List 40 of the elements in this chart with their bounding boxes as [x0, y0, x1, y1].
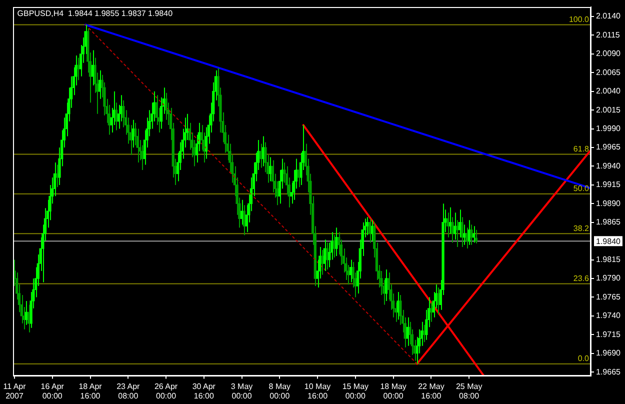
annotation: 50.0 [573, 184, 590, 194]
y-tick-label: 1.9715 [596, 330, 622, 339]
y-tick-label: 2.0040 [596, 86, 622, 96]
y-tick-label: 1.9990 [596, 124, 622, 134]
ref-line-label: 1.9840 [596, 236, 622, 246]
y-tick-label: 2.0065 [596, 68, 622, 77]
x-tick-label: 15 May 00:00 [342, 382, 369, 400]
x-tick-label: 8 May 00:00 [268, 382, 291, 400]
y-tick-label: 1.9765 [596, 292, 622, 302]
y-tick-label: 1.9915 [596, 180, 622, 190]
y-tick-label: 1.9790 [596, 274, 622, 283]
x-tick-label: 18 May 00:00 [380, 382, 406, 400]
x-tick-label: 10 May 16:00 [304, 382, 331, 400]
y-tick-label: 1.9690 [596, 348, 622, 358]
x-tick-label: 30 Apr 16:00 [192, 382, 216, 400]
y-tick-label: 1.9890 [596, 198, 622, 208]
y-tick-label: 2.0015 [596, 105, 622, 114]
y-tick-label: 1.9740 [596, 311, 622, 320]
y-tick-label: 1.9865 [596, 218, 622, 227]
x-tick-label: 11 Apr 2007 [3, 382, 26, 400]
x-tick-label: 18 Apr 16:00 [78, 382, 102, 400]
annotation: 23.6 [573, 274, 590, 283]
y-tick-label: 1.9940 [596, 161, 622, 170]
y-tick-label: 2.0090 [596, 49, 622, 58]
y-tick-label: 1.9815 [596, 254, 622, 264]
x-tick-label: 26 Apr 00:00 [154, 382, 178, 400]
chart-title: GBPUSD,H4 1.9844 1.9855 1.9837 1.9840 [17, 9, 174, 18]
x-tick-label: 25 May 08:00 [456, 382, 482, 400]
x-tick-label: 22 May 16:00 [418, 382, 444, 400]
y-tick-label: 2.0115 [596, 30, 620, 40]
y-tick-label: 1.9965 [596, 142, 622, 152]
annotation: 0.0 [578, 354, 590, 364]
x-tick-label: 3 May 00:00 [230, 382, 253, 400]
y-tick-label: 2.0140 [596, 12, 622, 21]
y-tick-label: 1.9665 [596, 367, 622, 376]
x-tick-label: 23 Apr 08:00 [116, 382, 140, 400]
annotation: 100.0 [568, 14, 590, 24]
annotation: 38.2 [573, 224, 590, 233]
annotation: 61.8 [573, 144, 590, 154]
x-tick-label: 16 Apr 00:00 [40, 382, 64, 400]
